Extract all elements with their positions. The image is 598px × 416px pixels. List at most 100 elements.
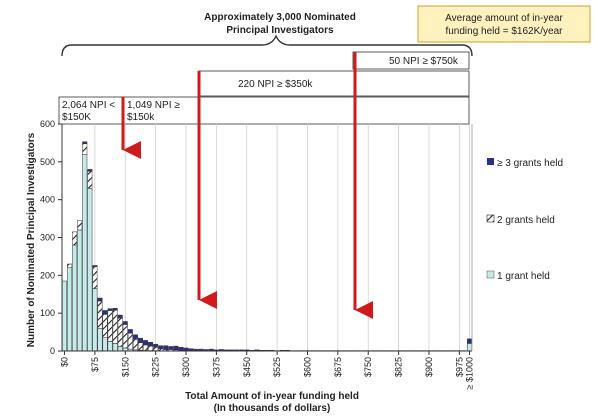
bar-1-grant bbox=[62, 280, 68, 352]
x-tick-label: $525 bbox=[272, 357, 282, 377]
legend-label-2-grants: 2 grants held bbox=[497, 215, 555, 226]
bars-group bbox=[62, 141, 472, 352]
x-tick-label: $900 bbox=[424, 357, 434, 377]
bar-2-grants bbox=[72, 231, 78, 246]
bar-2-grants bbox=[77, 220, 83, 231]
y-tick-labels: 0 100 200 300 400 500 600 bbox=[40, 119, 62, 356]
bar-1-grant bbox=[72, 244, 78, 352]
bar-3-grants bbox=[148, 342, 154, 347]
bar-2-grants bbox=[153, 346, 159, 351]
bar-3-grants bbox=[87, 169, 93, 172]
bar-2-grants bbox=[143, 344, 148, 351]
npi-350-box bbox=[198, 70, 470, 97]
bar-3-grants bbox=[97, 297, 103, 302]
header-title-line2: Principal Investigators bbox=[226, 25, 334, 36]
bar-3-grants bbox=[143, 340, 148, 346]
x-tick-label: $600 bbox=[302, 357, 312, 377]
x-tick-label: $75 bbox=[90, 357, 100, 372]
bar-2-grants bbox=[67, 263, 73, 269]
bar-3-grants bbox=[466, 338, 472, 344]
bar-1-grant bbox=[466, 343, 472, 352]
bar-3-grants bbox=[117, 314, 123, 319]
bar-3-grants bbox=[137, 337, 143, 343]
bar-3-grants bbox=[92, 265, 98, 267]
npi-750-label: 50 NPI ≥ $750k bbox=[389, 56, 459, 67]
bar-3-grants bbox=[203, 349, 209, 351]
bar-1-grant bbox=[77, 229, 83, 352]
bar-3-grants bbox=[82, 141, 88, 144]
bar-3-grants bbox=[127, 329, 133, 334]
bar-2-grants bbox=[92, 266, 98, 289]
bar-2-grants bbox=[102, 314, 108, 339]
x-tick-labels: $0 $75 $150 $225 $300 $375 $450 $525 $600 $675 $75… bbox=[60, 351, 474, 389]
average-text-line1: Average amount of in-year bbox=[445, 13, 563, 24]
bar-3-grants bbox=[153, 343, 159, 348]
x-tick-label: $450 bbox=[242, 357, 252, 377]
bar-3-grants bbox=[122, 321, 128, 325]
x-tick-label: $150 bbox=[120, 357, 130, 377]
x-tick-label: $375 bbox=[211, 357, 221, 377]
bar-1-grant bbox=[67, 267, 73, 352]
y-tick-label: 200 bbox=[40, 270, 55, 280]
y-tick-label: 300 bbox=[40, 233, 55, 243]
bar-3-grants bbox=[132, 334, 138, 340]
bar-3-grants bbox=[168, 346, 174, 350]
bar-3-grants bbox=[183, 347, 189, 351]
bar-3-grants bbox=[158, 345, 164, 349]
y-tick-label: 100 bbox=[40, 308, 55, 318]
npi-lt150-line2: $150K bbox=[62, 112, 91, 123]
npi-ge150-line2: $150k bbox=[127, 112, 155, 123]
average-text-line2: funding held = $162K/year bbox=[445, 26, 563, 37]
x-tick-label: $750 bbox=[363, 357, 373, 377]
bar-3-grants bbox=[208, 348, 214, 351]
bar-3-grants bbox=[102, 310, 108, 315]
bar-3-grants bbox=[173, 345, 179, 351]
legend-swatch-1-grant bbox=[486, 270, 495, 279]
x-tick-label: $675 bbox=[333, 357, 343, 377]
bar-1-grant bbox=[102, 337, 108, 352]
x-tick-label: $975 bbox=[454, 357, 464, 377]
header-title-line1: Approximately 3,000 Nominated bbox=[204, 12, 356, 23]
average-box bbox=[417, 5, 591, 43]
bar-1-grant bbox=[97, 328, 103, 352]
bar-1-grant bbox=[87, 188, 93, 352]
bar-3-grants bbox=[198, 348, 204, 351]
bar-2-grants bbox=[117, 317, 123, 347]
legend-swatch-2-grants bbox=[486, 214, 495, 223]
axes-group bbox=[61, 124, 473, 352]
x-axis-title-line1: Total Amount of in-year funding held bbox=[185, 391, 359, 402]
npi-350-label: 220 NPI ≥ $350k bbox=[238, 79, 313, 90]
y-tick-label: 400 bbox=[40, 195, 55, 205]
x-axis-title-line2: (In thousands of dollars) bbox=[214, 403, 331, 414]
legend-label-3-grants: ≥ 3 grants held bbox=[497, 158, 563, 169]
bar-3-grants bbox=[188, 348, 194, 351]
y-tick-label: 600 bbox=[40, 119, 55, 129]
x-tick-label: $300 bbox=[181, 357, 191, 377]
y-axis-title: Number of Nominated Principal Investigat… bbox=[26, 132, 37, 347]
bar-3-grants bbox=[112, 307, 118, 311]
bar-3-grants bbox=[178, 346, 184, 351]
bar-2-grants bbox=[127, 332, 133, 350]
x-tick-label: $0 bbox=[60, 357, 70, 367]
bar-2-grants bbox=[87, 171, 93, 189]
x-tick-label: $225 bbox=[151, 357, 161, 377]
npi-lt150-box bbox=[58, 96, 124, 125]
bar-2-grants bbox=[122, 324, 128, 349]
grid-lines bbox=[94, 124, 470, 351]
x-tick-label: $825 bbox=[394, 357, 404, 377]
bar-2-grants bbox=[112, 309, 118, 344]
bar-2-grants bbox=[97, 300, 103, 329]
bar-2-grants bbox=[137, 342, 143, 351]
y-tick-label: 500 bbox=[40, 157, 55, 167]
npi-lt150-line1: 2,064 NPI < bbox=[62, 100, 115, 111]
npi-750-box bbox=[352, 51, 470, 70]
npi-ge150-line1: 1,049 NPI ≥ bbox=[127, 100, 180, 111]
bar-1-grant bbox=[92, 288, 98, 352]
bar-1-grant bbox=[112, 343, 118, 352]
bar-1-grant bbox=[107, 341, 113, 352]
bar-2-grants bbox=[82, 143, 88, 155]
x-tick-label: ≥ $1000 bbox=[464, 357, 474, 389]
bar-1-grant bbox=[82, 154, 88, 352]
legend-label-1-grant: 1 grant held bbox=[497, 271, 550, 282]
